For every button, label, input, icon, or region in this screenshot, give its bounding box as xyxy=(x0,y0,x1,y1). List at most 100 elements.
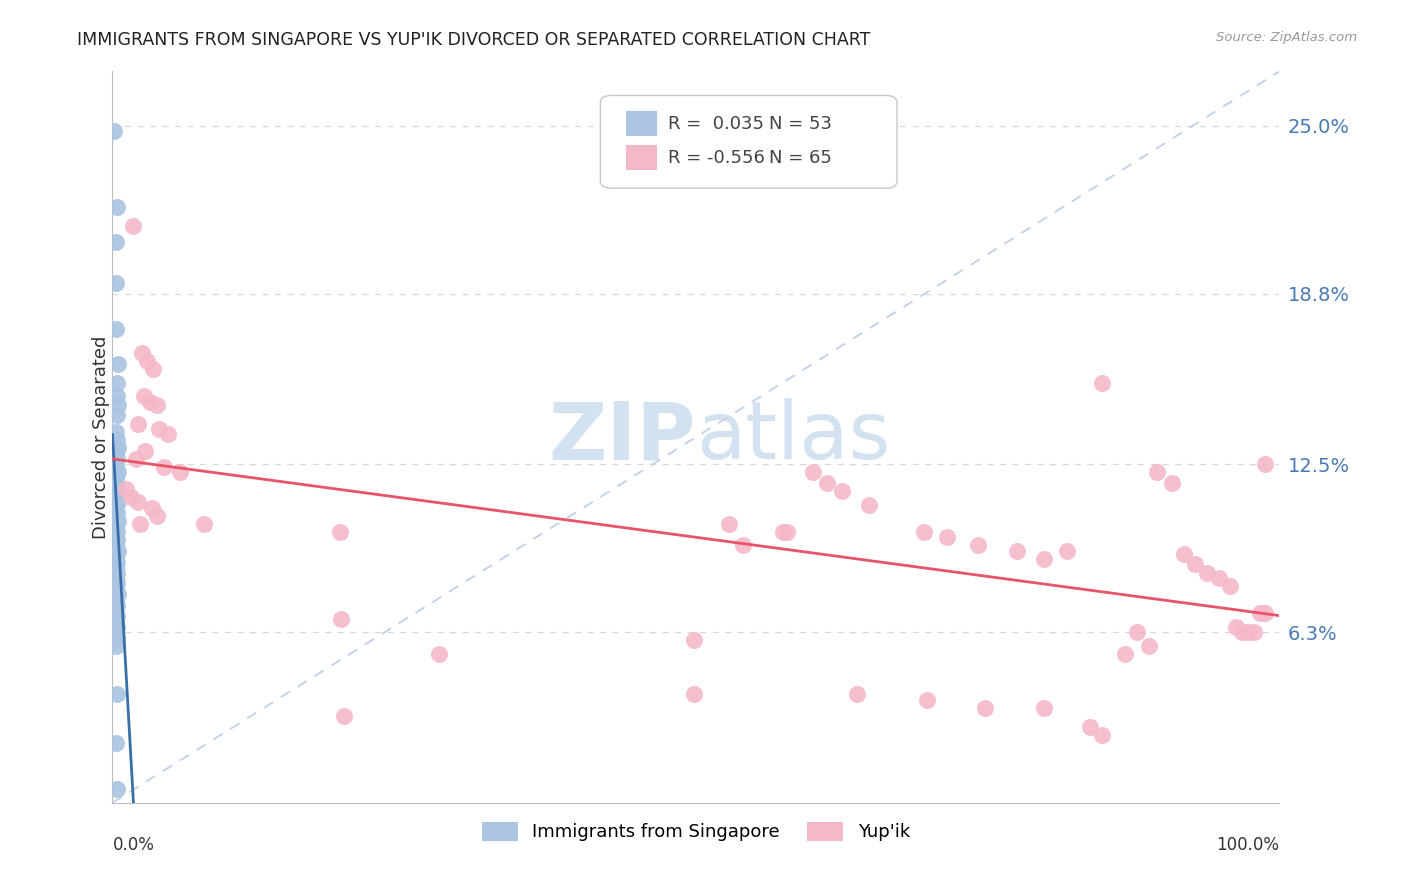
Point xyxy=(120,490,142,504)
Point xyxy=(104,560,127,574)
Point xyxy=(682,633,704,648)
Point xyxy=(1173,547,1195,561)
Point xyxy=(142,362,165,376)
Point xyxy=(104,582,127,596)
Point xyxy=(329,524,352,539)
Point xyxy=(1219,579,1241,593)
Point xyxy=(148,422,170,436)
Point xyxy=(105,555,128,569)
Point xyxy=(136,354,159,368)
Point xyxy=(330,611,353,625)
Point xyxy=(105,608,128,623)
Point xyxy=(104,615,127,629)
Point xyxy=(427,647,450,661)
Point xyxy=(104,500,127,515)
Point xyxy=(105,782,128,797)
Point xyxy=(131,346,153,360)
Point xyxy=(1225,620,1247,634)
Point xyxy=(104,571,127,585)
Point xyxy=(105,200,128,214)
Point xyxy=(1254,606,1277,620)
Point xyxy=(146,508,169,523)
Point xyxy=(1080,720,1102,734)
Point xyxy=(1254,457,1277,471)
Point xyxy=(104,625,127,640)
Text: Source: ZipAtlas.com: Source: ZipAtlas.com xyxy=(1216,31,1357,45)
Point xyxy=(107,495,129,509)
Point xyxy=(105,490,128,504)
Text: N = 65: N = 65 xyxy=(769,149,832,167)
Point xyxy=(104,519,127,533)
Point xyxy=(105,409,128,423)
Point xyxy=(122,219,145,233)
Point xyxy=(915,693,938,707)
Point xyxy=(1114,647,1136,661)
Point xyxy=(104,471,127,485)
Point xyxy=(105,376,128,390)
Point xyxy=(105,451,128,466)
Point xyxy=(104,235,127,249)
Point xyxy=(831,484,853,499)
Point xyxy=(132,389,155,403)
Point xyxy=(1230,625,1253,640)
Text: 100.0%: 100.0% xyxy=(1216,836,1279,854)
Point xyxy=(104,508,127,523)
Point xyxy=(104,276,127,290)
Point xyxy=(107,587,129,601)
Point xyxy=(104,476,127,491)
Point xyxy=(772,524,794,539)
Point xyxy=(1091,376,1114,390)
Point xyxy=(104,459,127,474)
Point xyxy=(1197,566,1219,580)
Point xyxy=(105,524,128,539)
Text: 0.0%: 0.0% xyxy=(112,836,155,854)
Point xyxy=(104,603,127,617)
Point xyxy=(1243,625,1265,640)
Point xyxy=(974,701,997,715)
Point xyxy=(1146,465,1168,479)
Point xyxy=(107,544,129,558)
Point xyxy=(1249,606,1271,620)
Point xyxy=(107,398,129,412)
Point xyxy=(1184,558,1206,572)
Point xyxy=(1237,625,1260,640)
Point xyxy=(846,688,869,702)
Point xyxy=(104,322,127,336)
Point xyxy=(104,425,127,439)
Point xyxy=(105,598,128,612)
Point xyxy=(1091,728,1114,742)
Point xyxy=(858,498,880,512)
Y-axis label: Divorced or Separated: Divorced or Separated xyxy=(93,335,110,539)
Point xyxy=(105,389,128,403)
Point xyxy=(193,516,215,531)
Point xyxy=(105,433,128,447)
Point xyxy=(104,487,127,501)
Point xyxy=(105,576,128,591)
Point xyxy=(105,566,128,580)
Text: ZIP: ZIP xyxy=(548,398,696,476)
Point xyxy=(125,451,148,466)
Point xyxy=(157,427,180,442)
Point xyxy=(134,443,156,458)
Point xyxy=(104,549,127,564)
Point xyxy=(169,465,191,479)
Point xyxy=(801,465,824,479)
Point xyxy=(1137,639,1160,653)
Point xyxy=(139,395,162,409)
Text: R = -0.556: R = -0.556 xyxy=(668,149,765,167)
Text: R =  0.035: R = 0.035 xyxy=(668,115,763,133)
Point xyxy=(115,482,138,496)
Point xyxy=(815,476,838,491)
Legend: Immigrants from Singapore, Yup'ik: Immigrants from Singapore, Yup'ik xyxy=(475,814,917,848)
Point xyxy=(967,538,990,552)
Point xyxy=(105,688,128,702)
Point xyxy=(776,524,799,539)
Point xyxy=(105,482,128,496)
Point xyxy=(104,530,127,544)
Point xyxy=(104,538,127,552)
Point xyxy=(104,736,127,750)
Point xyxy=(105,620,128,634)
Point xyxy=(105,631,128,645)
Point xyxy=(104,639,127,653)
Point xyxy=(127,495,149,509)
